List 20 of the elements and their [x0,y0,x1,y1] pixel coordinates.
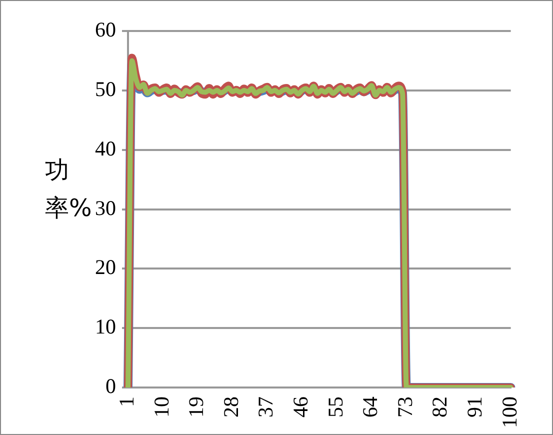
x-tick-label: 19 [184,396,208,418]
x-tick-label: 1 [114,396,139,407]
x-tick-label: 28 [218,396,243,418]
x-tick-label: 46 [288,396,313,418]
y-axis-title: 功率% [45,155,92,224]
y-tick-label: 40 [95,136,116,160]
x-tick-label: 91 [462,396,487,418]
x-tick-label: 10 [149,396,174,418]
y-tick-label: 50 [95,76,116,101]
y-tick-label: 60 [95,18,116,42]
x-tick-label: 64 [358,396,382,418]
x-tick-label: 73 [392,396,417,418]
y-tick-label: 30 [95,196,116,220]
y-tick-label: 10 [95,314,116,339]
x-tick-label: 55 [323,396,348,418]
x-tick-label: 82 [428,396,452,418]
x-tick-label: 100 [497,396,522,428]
x-tick-label: 37 [254,396,278,418]
y-tick-label: 20 [95,255,116,280]
y-tick-label: 0 [106,374,116,398]
